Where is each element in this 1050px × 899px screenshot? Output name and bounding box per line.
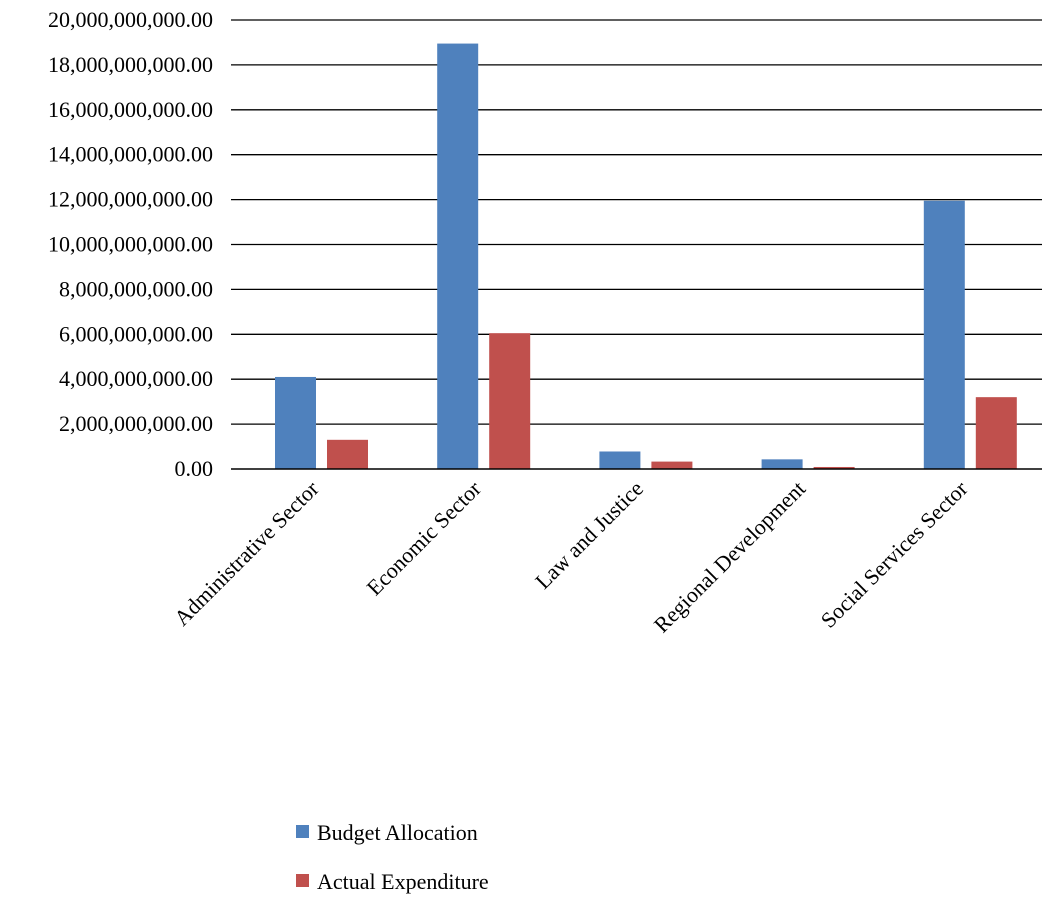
legend-label: Budget Allocation [317,820,478,845]
bar-budget-allocation [275,376,316,469]
y-tick-label: 14,000,000,000.00 [48,142,213,167]
x-axis-category-labels: Administrative Sector Economic Sector Law … [169,475,973,637]
bar-actual-expenditure [651,461,693,469]
bar-actual-expenditure [975,397,1017,469]
legend: Budget Allocation Actual Expenditure [296,820,489,894]
bar-actual-expenditure [327,439,368,469]
y-tick-label: 20,000,000,000.00 [48,7,213,32]
x-category-label: Social Services Sector [816,475,973,632]
x-category-label: Administrative Sector [169,475,324,630]
y-tick-label: 6,000,000,000.00 [59,321,213,346]
bar-budget-allocation [437,43,479,469]
gridlines [231,19,1042,425]
y-tick-label: 10,000,000,000.00 [48,232,213,257]
x-category-label: Law and Justice [530,476,648,594]
legend-swatch [296,874,309,887]
y-tick-label: 8,000,000,000.00 [59,276,213,301]
y-tick-label: 12,000,000,000.00 [48,187,213,212]
bar-budget-allocation [599,451,641,469]
legend-swatch [296,825,309,838]
bar-actual-expenditure [489,333,531,469]
y-tick-label: 4,000,000,000.00 [59,366,213,391]
y-tick-label: 0.00 [175,456,214,481]
y-tick-label: 2,000,000,000.00 [59,411,213,436]
x-category-label: Economic Sector [361,475,486,600]
y-tick-label: 18,000,000,000.00 [48,52,213,77]
y-tick-label: 16,000,000,000.00 [48,97,213,122]
legend-label: Actual Expenditure [317,869,489,894]
bar-budget-allocation [923,200,965,469]
bar-budget-allocation [761,459,803,469]
y-axis-tick-labels: 0.00 2,000,000,000.00 4,000,000,000.00 6,00… [48,7,213,481]
x-category-label: Regional Development [649,476,811,638]
bar-actual-expenditure [813,466,855,469]
bars [275,43,1017,469]
